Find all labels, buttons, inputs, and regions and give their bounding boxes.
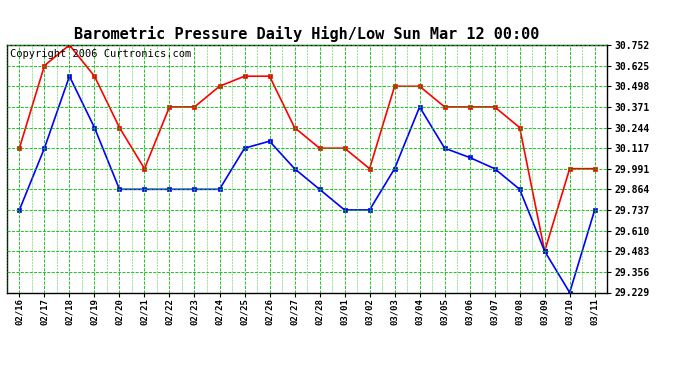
Text: Copyright 2006 Curtronics.com: Copyright 2006 Curtronics.com	[10, 49, 191, 59]
Title: Barometric Pressure Daily High/Low Sun Mar 12 00:00: Barometric Pressure Daily High/Low Sun M…	[75, 27, 540, 42]
